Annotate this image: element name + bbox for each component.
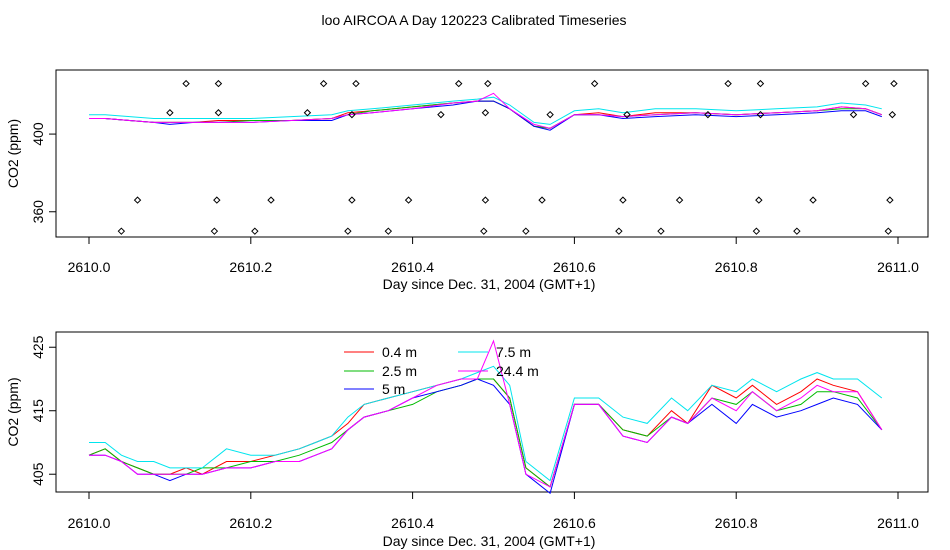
flag-point	[480, 227, 488, 235]
flag-point	[538, 196, 546, 204]
flag-point	[615, 227, 623, 235]
legend-label: 7.5 m	[496, 344, 531, 360]
flag-point	[133, 196, 142, 204]
bottom-panel: 2610.0 2610.2 2610.4 2610.6 2610.8 2611.0 405 4…	[5, 331, 929, 549]
y-tick-label: 415	[30, 399, 46, 423]
flag-point	[303, 109, 312, 117]
y-tick-label: 425	[30, 335, 46, 359]
series-line	[89, 339, 883, 488]
flag-point	[455, 79, 463, 88]
flag-point	[210, 227, 219, 235]
chart-title: loo AIRCOA A Day 120223 Calibrated Times…	[321, 12, 626, 28]
flag-point	[888, 110, 897, 119]
x-tick-label: 2610.4	[391, 515, 434, 531]
x-tick-label: 2610.2	[229, 259, 272, 275]
legend-label: 0.4 m	[382, 344, 417, 360]
series-line	[89, 96, 882, 125]
flag-point	[522, 227, 530, 235]
flag-point	[546, 110, 554, 119]
x-tick-label: 2611.0	[877, 515, 919, 531]
flag-point	[481, 196, 490, 204]
flag-point	[484, 79, 492, 88]
flag-point	[348, 196, 356, 204]
flag-point	[752, 227, 761, 235]
flag-point	[344, 227, 352, 235]
flag-point	[675, 196, 684, 204]
flag-point	[384, 227, 393, 235]
flag-point	[704, 110, 712, 119]
flag-point	[348, 110, 356, 119]
flag-point	[404, 196, 413, 204]
x-axis-label: Day since Dec. 31, 2004 (GMT+1)	[383, 533, 596, 549]
flag-point	[117, 227, 126, 235]
flag-point	[319, 79, 328, 88]
x-tick-label: 2611.0	[877, 259, 919, 275]
flag-point	[756, 79, 765, 88]
x-tick-label: 2610.0	[68, 259, 111, 275]
y-tick-label: 360	[30, 200, 46, 224]
flag-point	[793, 227, 801, 235]
x-tick-label: 2610.4	[391, 259, 434, 275]
x-tick-label: 2610.0	[68, 515, 111, 531]
flag-point	[251, 227, 259, 235]
flag-point	[166, 109, 174, 117]
flag-point	[657, 227, 665, 235]
legend-label: 5 m	[382, 381, 405, 397]
y-axis-label: CO2 (ppm)	[5, 377, 21, 446]
x-tick-label: 2610.2	[229, 515, 272, 531]
x-tick-label: 2610.8	[715, 259, 758, 275]
flag-point	[481, 109, 490, 117]
flag-point	[890, 79, 898, 88]
series-line	[89, 378, 883, 495]
plot-frame	[55, 69, 929, 238]
x-tick-label: 2610.8	[715, 515, 758, 531]
flag-point	[213, 196, 221, 204]
x-tick-label: 2610.6	[553, 515, 596, 531]
flag-point	[182, 79, 190, 88]
flag-point	[756, 110, 765, 119]
series-line	[88, 378, 883, 488]
flag-point	[267, 196, 275, 204]
plot-frame	[55, 331, 929, 493]
flag-point	[214, 79, 223, 88]
top-panel: 2610.0 2610.2 2610.4 2610.6 2610.8 2611.0 360 4…	[5, 69, 929, 292]
flag-point	[886, 196, 894, 204]
y-tick-label: 400	[30, 122, 46, 146]
flag-point	[437, 110, 445, 119]
flag-point	[619, 196, 627, 204]
flag-point	[590, 79, 599, 88]
legend-label: 24.4 m	[496, 363, 539, 379]
legend-label: 2.5 m	[382, 363, 417, 379]
x-axis-label: Day since Dec. 31, 2004 (GMT+1)	[383, 276, 596, 292]
y-axis-label: CO2 (ppm)	[5, 119, 21, 188]
y-tick-label: 405	[30, 462, 46, 486]
flag-point	[352, 79, 360, 88]
flag-point	[724, 79, 732, 88]
flag-point	[214, 109, 223, 117]
flag-point	[884, 227, 892, 235]
flag-point	[849, 110, 858, 119]
x-tick-label: 2610.6	[553, 259, 596, 275]
series-line	[89, 92, 882, 129]
flag-point	[809, 196, 817, 204]
flag-point	[755, 196, 763, 204]
flag-point	[623, 110, 631, 119]
flag-point	[861, 79, 870, 88]
series-line	[89, 365, 883, 482]
